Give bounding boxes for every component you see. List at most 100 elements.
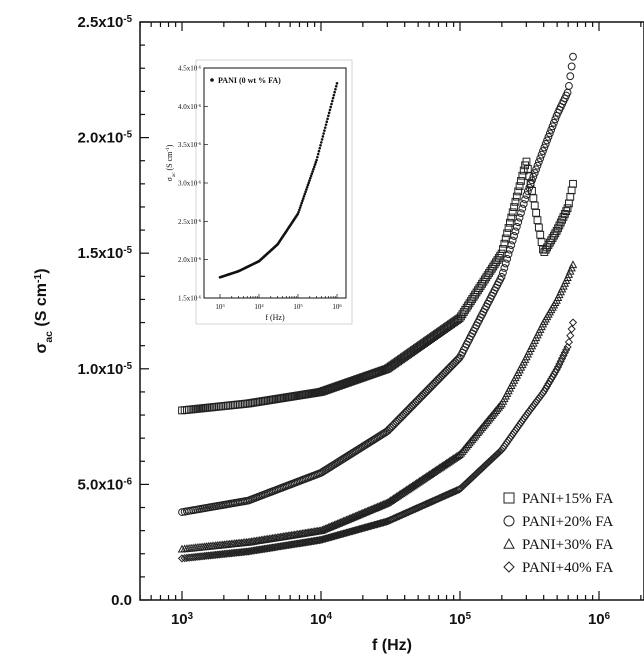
data-point bbox=[564, 337, 574, 347]
legend-item: PANI+40% FA bbox=[503, 560, 614, 576]
x-axis-title: f (Hz) bbox=[372, 637, 412, 654]
data-point bbox=[540, 248, 549, 256]
data-point bbox=[566, 192, 575, 201]
data-point bbox=[541, 245, 550, 254]
inset-y-tick-label: 2.5x10-6 bbox=[178, 217, 202, 226]
inset-data-point bbox=[320, 138, 324, 141]
inset-data-point bbox=[312, 167, 315, 171]
data-point bbox=[461, 305, 470, 314]
data-point bbox=[523, 187, 532, 196]
inset-data-point bbox=[328, 108, 332, 112]
data-point bbox=[322, 534, 332, 543]
legend-label: PANI+40% FA bbox=[522, 560, 614, 576]
inset-data-point bbox=[315, 158, 318, 162]
data-point bbox=[556, 218, 565, 227]
data-point bbox=[504, 250, 513, 259]
data-point bbox=[469, 292, 478, 301]
data-point bbox=[551, 367, 560, 377]
x-tick-label: 105 bbox=[449, 611, 472, 629]
inset-data-point bbox=[319, 144, 322, 147]
data-point bbox=[565, 82, 573, 90]
data-point bbox=[515, 182, 524, 191]
data-point bbox=[543, 136, 551, 145]
data-point bbox=[568, 318, 578, 327]
inset-data-point bbox=[316, 155, 319, 159]
inset-y-axis-title: σac (S cm-1) bbox=[165, 144, 177, 181]
inset-data-point bbox=[327, 111, 331, 115]
inset-x-axis-title: f (Hz) bbox=[265, 313, 285, 322]
data-point bbox=[473, 286, 482, 295]
inset-y-tick-label: 2.0x10-6 bbox=[178, 256, 202, 265]
data-point bbox=[462, 303, 471, 312]
data-point bbox=[552, 365, 561, 374]
data-point bbox=[334, 530, 344, 539]
inset-data-point bbox=[314, 161, 318, 164]
legend-label: PANI+30% FA bbox=[522, 537, 614, 553]
data-point bbox=[519, 166, 528, 175]
data-point bbox=[529, 172, 538, 181]
data-point bbox=[458, 310, 467, 319]
data-point bbox=[536, 154, 545, 163]
data-point bbox=[503, 254, 512, 263]
main-plot: 103 104 105 106 0.0 5.0x10-6 1.0x10-5 1.5x10-5 2… bbox=[33, 14, 644, 654]
data-point bbox=[532, 165, 541, 174]
inset-data-point bbox=[306, 183, 310, 187]
series-3 bbox=[177, 260, 578, 553]
data-point bbox=[327, 532, 336, 542]
legend-item: PANI+15% FA bbox=[503, 491, 614, 507]
inset-data-point bbox=[330, 99, 334, 103]
y-tick-label: 1.0x10-5 bbox=[77, 360, 132, 378]
data-point bbox=[555, 221, 564, 230]
data-point bbox=[475, 284, 484, 293]
data-point bbox=[459, 308, 468, 316]
data-point bbox=[532, 208, 541, 217]
data-point bbox=[567, 186, 576, 195]
y-tick-label: 2.5x10-5 bbox=[77, 14, 132, 32]
inset-data-point bbox=[327, 114, 330, 118]
data-point bbox=[560, 210, 569, 218]
data-point bbox=[325, 533, 335, 542]
inset-data-point bbox=[305, 188, 308, 191]
data-point bbox=[333, 531, 342, 540]
inset-data-point bbox=[331, 96, 335, 100]
data-point bbox=[189, 553, 198, 562]
data-point bbox=[510, 203, 518, 211]
data-point bbox=[510, 232, 518, 240]
data-point bbox=[363, 522, 372, 532]
data-point bbox=[489, 262, 498, 271]
data-point bbox=[454, 315, 463, 324]
inset-data-point bbox=[301, 199, 304, 203]
inset-x-tick-label: 104 bbox=[254, 303, 264, 312]
data-point bbox=[539, 147, 547, 155]
data-point bbox=[518, 204, 527, 213]
legend-marker bbox=[503, 561, 515, 573]
data-point bbox=[517, 209, 525, 218]
data-point bbox=[522, 191, 531, 199]
data-point bbox=[552, 227, 561, 235]
inset-data-point bbox=[311, 170, 314, 173]
inset-data-point bbox=[307, 181, 311, 185]
data-point bbox=[547, 125, 556, 134]
legend-label: PANI+15% FA bbox=[522, 491, 614, 507]
inset-y-tick-label: 4.5x10-6 bbox=[178, 64, 202, 73]
inset-data-point bbox=[335, 82, 339, 85]
data-point bbox=[358, 524, 368, 533]
data-point bbox=[566, 72, 575, 81]
data-point bbox=[522, 157, 531, 166]
inset-data-point bbox=[308, 179, 311, 182]
inset-data-point bbox=[325, 120, 329, 124]
data-point bbox=[563, 342, 572, 352]
data-point bbox=[180, 406, 189, 415]
inset-data-point bbox=[322, 132, 325, 135]
data-point bbox=[324, 533, 333, 542]
data-point bbox=[555, 360, 564, 369]
data-point bbox=[354, 525, 363, 534]
data-point bbox=[457, 312, 465, 321]
y-axis-title: σac (S cm-1) bbox=[33, 268, 55, 353]
data-point bbox=[501, 259, 510, 268]
data-point bbox=[471, 290, 479, 299]
data-point bbox=[487, 264, 496, 273]
data-point bbox=[364, 522, 373, 531]
data-point bbox=[556, 357, 565, 366]
y-tick-label: 1.5x10-5 bbox=[77, 245, 132, 263]
